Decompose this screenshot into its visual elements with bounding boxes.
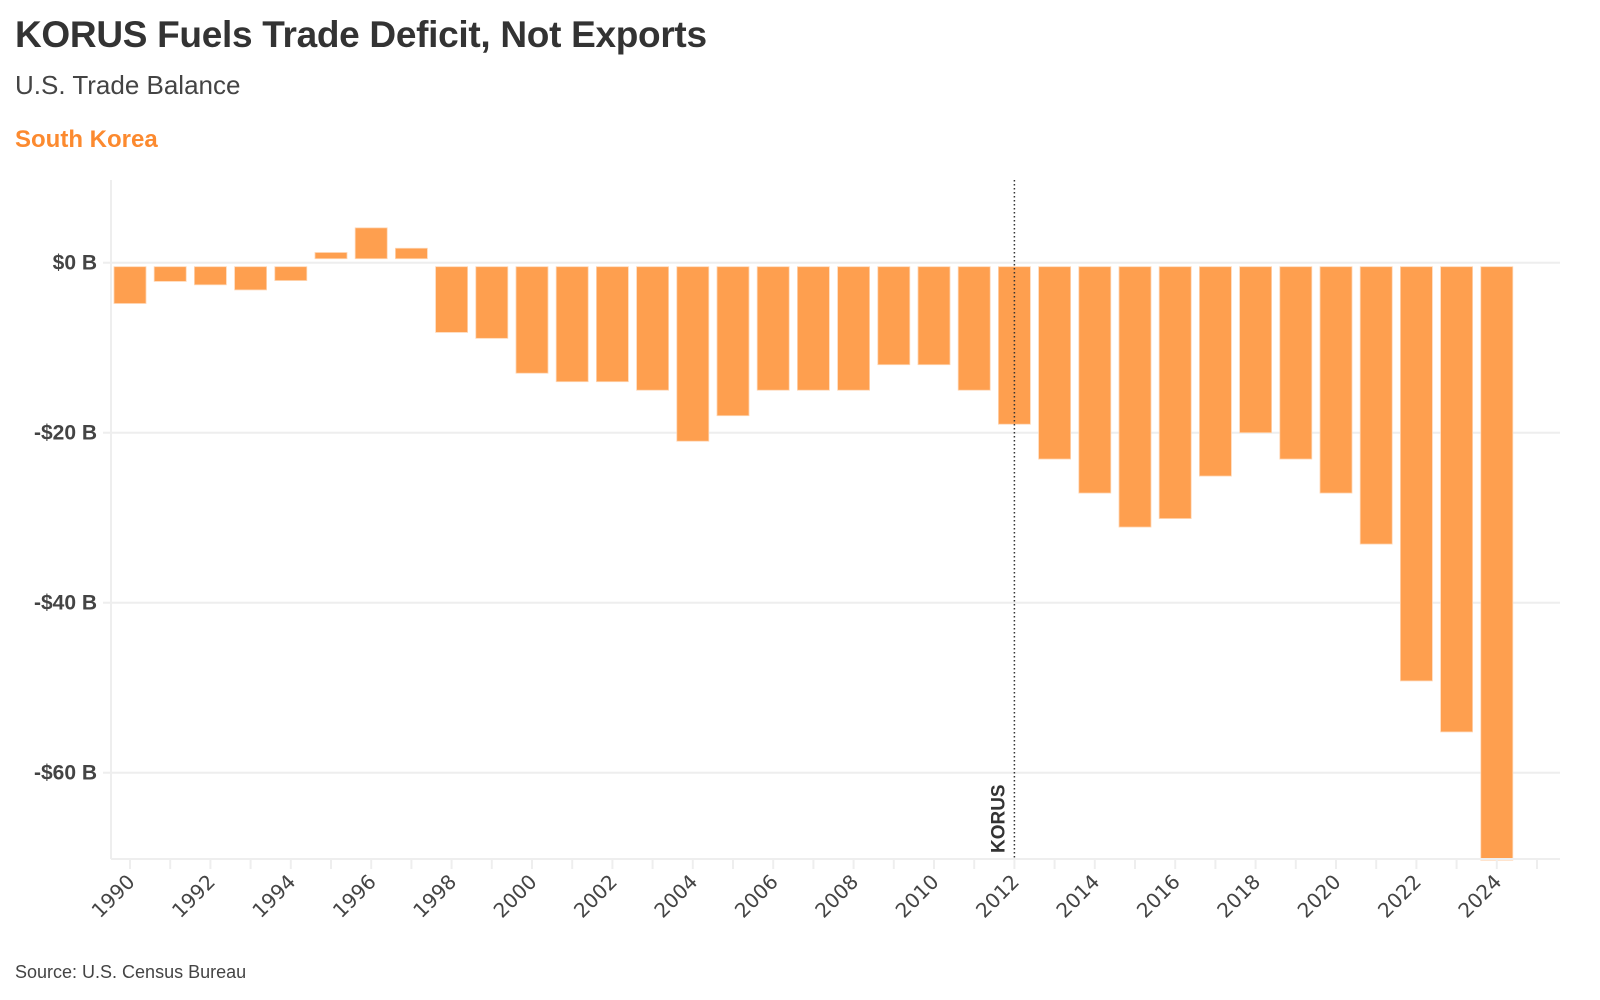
x-tick-label: 2008: [810, 870, 863, 923]
x-tick-label: 2000: [489, 870, 542, 923]
x-tick-label: 2018: [1212, 870, 1265, 923]
x-tick-label: 2022: [1373, 870, 1426, 923]
bar-2021: [1359, 266, 1393, 545]
bar-2011: [957, 266, 991, 391]
bars: [113, 227, 1514, 861]
bar-2018: [1239, 266, 1272, 434]
bar-2006: [756, 266, 790, 391]
korus-label: KORUS: [988, 784, 1009, 853]
bar-1994: [274, 266, 308, 281]
bar-2020: [1319, 266, 1353, 494]
x-axis: 1990 1992 1994 1996 1998 2000 2002 2004 2006 2008…: [87, 858, 1560, 923]
bar-2024: [1480, 266, 1514, 861]
gridlines: [103, 261, 1560, 774]
bar-1998: [435, 266, 469, 333]
x-tick-label: 2014: [1051, 870, 1104, 923]
x-tick-label: 1998: [408, 870, 461, 923]
bar-2007: [797, 266, 830, 391]
bar-2014: [1078, 266, 1112, 494]
x-tick-label: 2012: [971, 870, 1024, 923]
bar-1991: [153, 266, 187, 282]
chart-subtitle: U.S. Trade Balance: [15, 70, 241, 100]
x-tick-label: 2004: [649, 870, 702, 923]
bar-2013: [1038, 266, 1071, 460]
bar-2016: [1158, 266, 1192, 519]
bar-2003: [636, 266, 669, 391]
bar-2022: [1400, 266, 1433, 682]
korus-annotation: KORUS: [988, 180, 1016, 859]
bar-1996: [354, 227, 388, 260]
x-tick-label: 2020: [1293, 870, 1346, 923]
x-tick-label: 2010: [891, 870, 944, 923]
bar-1993: [234, 266, 268, 291]
bar-1995: [314, 252, 348, 260]
y-tick-label: -$60 B: [34, 762, 97, 785]
bar-2015: [1118, 266, 1152, 528]
bar-1999: [475, 266, 509, 339]
y-tick-label: -$40 B: [34, 592, 97, 615]
source-note: Source: U.S. Census Bureau: [15, 962, 247, 982]
bar-1997: [394, 247, 428, 260]
bar-2008: [837, 266, 870, 391]
x-tick-label: 2006: [730, 870, 783, 923]
y-tick-label: $0 B: [53, 252, 97, 275]
bar-2005: [716, 266, 750, 417]
bar-2000: [515, 266, 549, 374]
x-tick-label: 2002: [569, 870, 622, 923]
bar-2001: [555, 266, 589, 383]
bar-2004: [676, 266, 710, 442]
chart-title: KORUS Fuels Trade Deficit, Not Exports: [15, 14, 707, 55]
bar-2017: [1199, 266, 1232, 477]
x-tick-label: 1994: [247, 870, 300, 923]
x-tick-label: 1992: [167, 870, 220, 923]
x-tick-label: 2024: [1453, 870, 1506, 923]
bar-1990: [113, 266, 147, 304]
bar-2009: [877, 266, 911, 366]
bar-2023: [1440, 266, 1473, 733]
bar-1992: [193, 266, 227, 286]
bar-2019: [1279, 266, 1313, 460]
y-tick-label: -$20 B: [34, 422, 97, 445]
y-axis: $0 B -$20 B -$40 B -$60 B: [34, 180, 112, 859]
x-tick-label: 2016: [1132, 870, 1185, 923]
bar-2002: [596, 266, 629, 383]
series-label: South Korea: [15, 126, 158, 153]
x-tick-label: 1996: [328, 870, 381, 923]
x-tick-label: 1990: [87, 870, 140, 923]
bar-2010: [917, 266, 951, 366]
